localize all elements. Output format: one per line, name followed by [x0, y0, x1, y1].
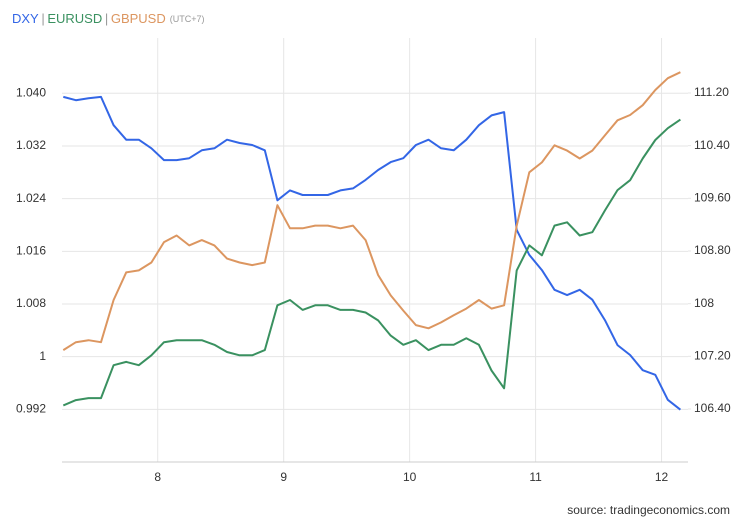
y-tick-label: 1.016 [16, 243, 46, 257]
x-tick-label: 8 [154, 470, 161, 484]
series-line [63, 95, 682, 411]
y2-tick-label: 110.40 [694, 138, 730, 152]
y2-tick-label: 107.20 [694, 349, 731, 363]
legend: DXY | EURUSD | GBPUSD (UTC+7) [12, 11, 205, 26]
y-tick-label: 0.992 [16, 402, 46, 416]
x-tick-label: 10 [403, 470, 417, 484]
x-tick-label: 12 [655, 470, 669, 484]
y-tick-label: 1.024 [16, 191, 46, 205]
y2-tick-label: 106.40 [694, 401, 731, 415]
x-tick-label: 11 [529, 470, 542, 484]
y2-tick-label: 111.20 [694, 85, 729, 99]
series-line [62, 71, 681, 351]
y2-tick-label: 109.60 [694, 190, 731, 204]
y2-tick-label: 108.80 [694, 243, 731, 257]
x-tick-label: 9 [280, 470, 287, 484]
source: source: tradingeconomics.com [567, 503, 730, 517]
series-line [62, 118, 681, 407]
legend-separator: | [39, 11, 48, 26]
y-tick-label: 1.032 [16, 138, 46, 152]
legend-entry: DXY [12, 11, 39, 26]
legend-entry: GBPUSD [111, 11, 166, 26]
timezone-note: (UTC+7) [170, 14, 205, 24]
y-tick-label: 1.008 [16, 296, 46, 310]
legend-separator: | [102, 11, 111, 26]
y-tick-label: 1 [39, 349, 46, 363]
legend-entry: EURUSD [47, 11, 102, 26]
y-tick-label: 1.040 [16, 85, 46, 99]
y2-tick-label: 108 [694, 296, 714, 310]
